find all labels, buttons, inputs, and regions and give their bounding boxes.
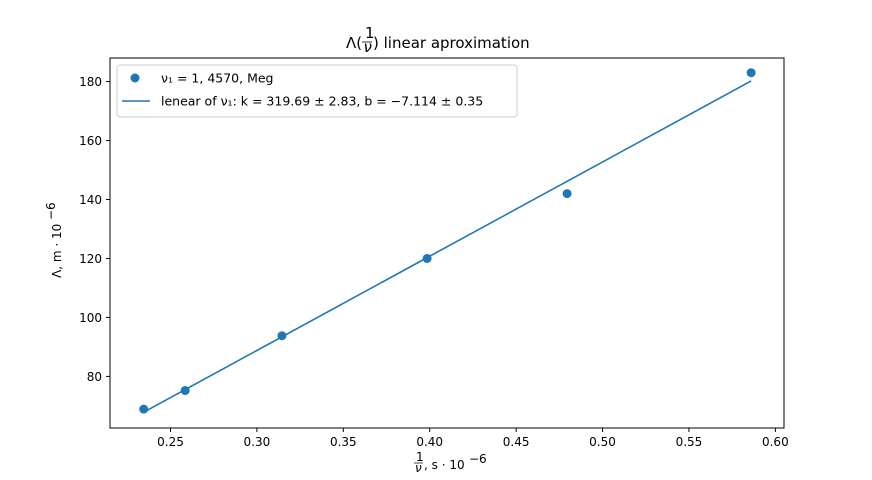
ylabel-exp: −6 [44, 202, 58, 220]
chart-title: Λ( 1 ν ) linear aproximation [346, 24, 530, 56]
xlabel-frac-den: ν [415, 461, 422, 475]
x-tick-label: 0.50 [589, 435, 616, 449]
title-prefix: Λ( [346, 34, 362, 52]
series-line-1 [143, 80, 752, 413]
x-tick-label: 0.55 [676, 435, 703, 449]
y-tick-label: 120 [79, 252, 102, 266]
legend-label-line: lenear of ν₁: k = 319.69 ± 2.83, b = −7.… [161, 94, 483, 109]
ylabel-text: Λ, m · 10 [50, 224, 64, 278]
x-axis-label: 1 ν , s · 10 −6 [414, 450, 487, 475]
x-axis-ticks: 0.25 0.30 0.35 0.40 0.45 0.50 0.55 0.60 [157, 428, 789, 449]
x-tick-label: 0.40 [416, 435, 443, 449]
y-axis-ticks: 80 100 120 140 160 180 [79, 75, 110, 384]
series-layer [139, 68, 756, 414]
plot-area [109, 57, 785, 429]
y-tick-label: 160 [79, 134, 102, 148]
data-point [562, 189, 572, 199]
data-point [746, 68, 756, 78]
legend: ν₁ = 1, 4570, Meg lenear of ν₁: k = 319.… [116, 64, 518, 118]
title-suffix: ) linear aproximation [373, 34, 530, 52]
legend-marker-points [130, 73, 140, 83]
x-tick-label: 0.25 [157, 435, 184, 449]
data-point [180, 386, 190, 396]
x-tick-label: 0.45 [503, 435, 530, 449]
title-frac-den: ν [364, 38, 372, 56]
y-tick-label: 80 [87, 370, 102, 384]
data-point [139, 404, 149, 414]
x-tick-label: 0.60 [762, 435, 789, 449]
y-tick-label: 140 [79, 193, 102, 207]
y-axis-label: Λ, m · 10 −6 [44, 202, 64, 278]
data-point [422, 253, 432, 263]
y-tick-label: 100 [79, 311, 102, 325]
legend-label-points: ν₁ = 1, 4570, Meg [161, 71, 273, 86]
x-tick-label: 0.35 [330, 435, 357, 449]
xlabel-exp: −6 [469, 452, 487, 466]
x-tick-label: 0.30 [244, 435, 271, 449]
xlabel-frac-num: 1 [416, 450, 424, 464]
xlabel-text: , s · 10 [424, 458, 465, 472]
data-point [277, 331, 287, 341]
y-tick-label: 180 [79, 75, 102, 89]
legend-box [116, 64, 518, 118]
title-frac-num: 1 [365, 24, 375, 42]
